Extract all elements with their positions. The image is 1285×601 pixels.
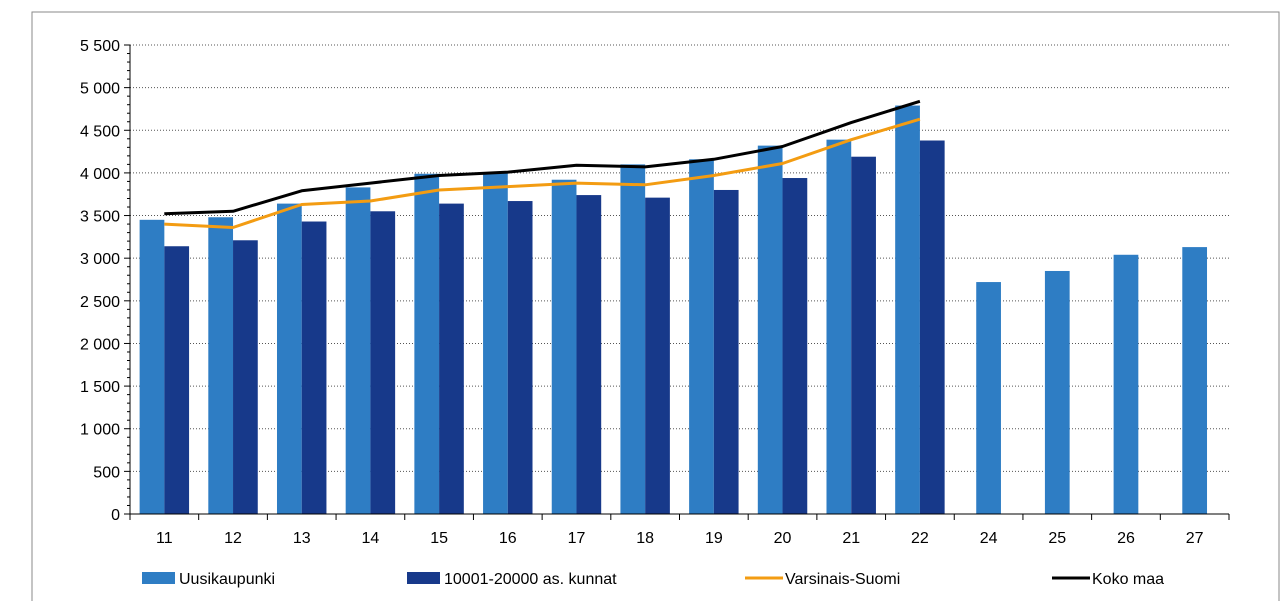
bar-s0-24 [976, 282, 1001, 514]
bar-s0-25 [1045, 271, 1070, 514]
legend-label-3: Koko maa [1092, 571, 1164, 588]
y-tick-label: 2 500 [80, 294, 120, 311]
legend-label-1: 10001-20000 as. kunnat [444, 571, 617, 588]
y-tick-label: 3 000 [80, 251, 120, 268]
bar-s1-17 [576, 195, 601, 514]
x-tick-label: 27 [1186, 530, 1204, 547]
bar-s0-18 [620, 164, 645, 514]
bar-s1-18 [645, 198, 670, 514]
y-tick-label: 3 500 [80, 209, 120, 226]
bar-s1-11 [164, 246, 189, 514]
bar-s1-16 [508, 201, 533, 514]
x-tick-label: 20 [774, 530, 792, 547]
bar-s0-15 [414, 174, 439, 514]
legend-label-0: Uusikaupunki [179, 571, 275, 588]
x-tick-label: 15 [430, 530, 448, 547]
bar-s0-14 [346, 187, 371, 514]
y-tick-label: 5 500 [80, 38, 120, 55]
y-tick-label: 0 [111, 507, 120, 524]
bar-s0-22 [895, 106, 920, 514]
y-tick-label: 1 000 [80, 422, 120, 439]
bar-s1-19 [714, 190, 739, 514]
x-tick-label: 11 [156, 530, 173, 547]
x-tick-label: 18 [636, 530, 654, 547]
bar-s0-11 [140, 220, 165, 514]
bar-s0-20 [758, 146, 783, 514]
y-tick-label: 5 000 [80, 81, 120, 98]
bar-s1-22 [920, 141, 945, 514]
y-tick-label: 2 000 [80, 336, 120, 353]
x-tick-label: 14 [362, 530, 380, 547]
bar-s1-13 [302, 222, 327, 514]
bar-s1-21 [851, 157, 876, 514]
legend-swatch-0 [142, 572, 175, 584]
y-tick-label: 4 000 [80, 166, 120, 183]
y-tick-label: 4 500 [80, 123, 120, 140]
bar-s0-13 [277, 204, 302, 514]
x-tick-label: 19 [705, 530, 723, 547]
legend-label-2: Varsinais-Suomi [785, 571, 900, 588]
x-tick-label: 25 [1048, 530, 1066, 547]
legend-swatch-1 [407, 572, 440, 584]
bar-s1-14 [370, 211, 395, 514]
x-tick-label: 17 [568, 530, 586, 547]
bar-s1-20 [783, 178, 808, 514]
bar-s0-12 [208, 217, 233, 514]
bar-s0-21 [826, 140, 851, 514]
x-tick-label: 12 [224, 530, 242, 547]
x-tick-label: 21 [842, 530, 860, 547]
bar-s1-12 [233, 240, 258, 514]
bar-s0-19 [689, 159, 714, 514]
bar-s0-17 [552, 180, 577, 514]
x-tick-label: 26 [1117, 530, 1135, 547]
y-tick-label: 1 500 [80, 379, 120, 396]
bar-s0-16 [483, 172, 508, 514]
x-tick-label: 16 [499, 530, 517, 547]
bar-s1-15 [439, 204, 464, 514]
y-tick-label: 500 [93, 464, 120, 481]
bar-s0-26 [1114, 255, 1139, 514]
bar-s0-27 [1182, 247, 1207, 514]
x-tick-label: 24 [980, 530, 998, 547]
x-tick-label: 13 [293, 530, 311, 547]
x-tick-label: 22 [911, 530, 929, 547]
